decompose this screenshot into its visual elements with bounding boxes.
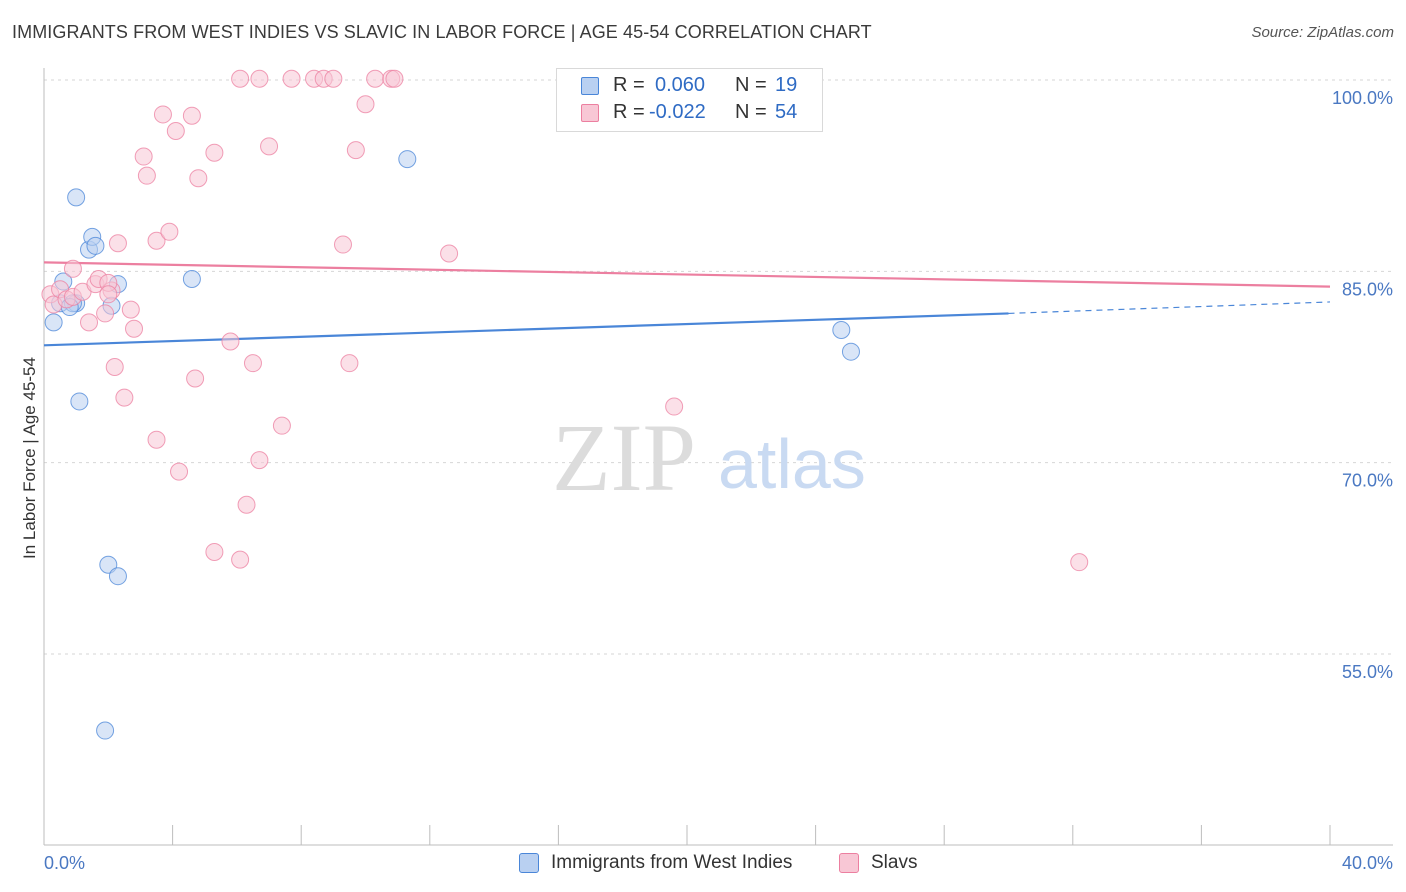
watermark-zip: ZIP bbox=[552, 404, 696, 511]
y-tick-label: 85.0% bbox=[1342, 279, 1393, 299]
y-tick-label: 55.0% bbox=[1342, 662, 1393, 682]
legend-r-label: R = bbox=[613, 74, 645, 96]
legend-swatch-slavs bbox=[581, 104, 599, 122]
point-slavs bbox=[108, 234, 127, 253]
point-west-indies bbox=[86, 236, 105, 255]
point-west-indies bbox=[99, 555, 118, 574]
legend-n-value-west-indies: 19 bbox=[775, 74, 798, 96]
point-slavs bbox=[205, 542, 224, 561]
point-slavs bbox=[250, 69, 269, 88]
point-west-indies bbox=[70, 392, 89, 411]
point-west-indies bbox=[182, 269, 201, 288]
point-west-indies bbox=[832, 321, 851, 340]
legend-r-value-west-indies: 0.060 bbox=[655, 74, 706, 96]
trend-line-slavs bbox=[43, 261, 1331, 288]
series-name-slavs: Slavs bbox=[871, 852, 918, 873]
point-slavs bbox=[260, 137, 279, 156]
chart-source: Source: ZipAtlas.com bbox=[1251, 24, 1394, 41]
y-tick-label: 70.0% bbox=[1342, 471, 1393, 491]
point-slavs bbox=[160, 222, 179, 241]
point-slavs bbox=[121, 300, 140, 319]
point-slavs bbox=[385, 69, 404, 88]
point-slavs bbox=[125, 319, 144, 338]
correlation-legend: R = 0.060 N = 19 R = -0.022 N = 54 bbox=[556, 68, 823, 132]
y-tick-label: 100.0% bbox=[1332, 88, 1393, 108]
point-slavs bbox=[147, 430, 166, 449]
point-slavs bbox=[440, 244, 459, 263]
point-slavs bbox=[189, 169, 208, 188]
point-slavs bbox=[63, 259, 82, 278]
point-slavs bbox=[366, 69, 385, 88]
x-tick-label-right: 40.0% bbox=[1342, 853, 1393, 873]
point-slavs bbox=[665, 397, 684, 416]
point-west-indies bbox=[841, 342, 860, 361]
point-slavs bbox=[134, 147, 153, 166]
point-slavs bbox=[324, 69, 343, 88]
point-slavs bbox=[340, 354, 359, 373]
legend-r-value-slavs: -0.022 bbox=[649, 101, 706, 123]
point-slavs bbox=[237, 495, 256, 514]
point-slavs bbox=[99, 285, 118, 304]
point-slavs bbox=[250, 451, 269, 470]
point-slavs bbox=[346, 141, 365, 160]
point-slavs bbox=[105, 358, 124, 376]
point-slavs bbox=[80, 313, 99, 332]
legend-n-label: N = bbox=[735, 101, 767, 123]
series-swatch-slavs bbox=[839, 853, 859, 873]
series-name-west-indies: Immigrants from West Indies bbox=[551, 852, 793, 873]
trend-line-extension-west-indies bbox=[1008, 301, 1331, 315]
point-slavs bbox=[221, 332, 240, 351]
point-slavs bbox=[333, 235, 352, 254]
point-slavs bbox=[231, 550, 250, 569]
trend-line-west-indies bbox=[43, 312, 1009, 347]
point-slavs bbox=[153, 105, 172, 124]
point-west-indies bbox=[96, 721, 115, 740]
point-west-indies bbox=[67, 188, 86, 207]
legend-swatch-west-indies bbox=[581, 77, 599, 95]
data-points bbox=[41, 69, 1089, 740]
point-west-indies bbox=[44, 313, 63, 332]
point-slavs bbox=[272, 416, 291, 435]
point-slavs bbox=[96, 304, 115, 323]
point-slavs bbox=[243, 354, 262, 373]
axes bbox=[43, 68, 1393, 846]
point-slavs bbox=[186, 369, 205, 388]
point-slavs bbox=[137, 166, 156, 185]
series-swatch-west-indies bbox=[519, 853, 539, 873]
point-slavs bbox=[356, 95, 375, 114]
chart-title: IMMIGRANTS FROM WEST INDIES VS SLAVIC IN… bbox=[12, 22, 872, 42]
x-tick-label-left: 0.0% bbox=[44, 853, 85, 873]
legend-r-label: R = bbox=[613, 101, 645, 123]
point-slavs bbox=[282, 69, 301, 88]
legend-n-value-slavs: 54 bbox=[775, 101, 798, 123]
trend-lines bbox=[43, 261, 1331, 347]
point-slavs bbox=[147, 231, 166, 250]
point-slavs bbox=[170, 462, 189, 481]
point-west-indies bbox=[398, 150, 417, 169]
watermark-atlas: atlas bbox=[718, 425, 866, 503]
point-slavs bbox=[231, 69, 250, 88]
point-slavs bbox=[182, 106, 201, 125]
watermark: ZIP atlas bbox=[552, 404, 866, 511]
legend-n-label: N = bbox=[735, 74, 767, 96]
point-slavs bbox=[205, 143, 224, 162]
point-west-indies bbox=[108, 567, 127, 586]
y-tick-labels: 100.0% 85.0% 70.0% 55.0% bbox=[1332, 88, 1393, 682]
point-slavs bbox=[1070, 553, 1089, 572]
point-slavs bbox=[115, 388, 134, 407]
point-slavs bbox=[166, 122, 185, 141]
